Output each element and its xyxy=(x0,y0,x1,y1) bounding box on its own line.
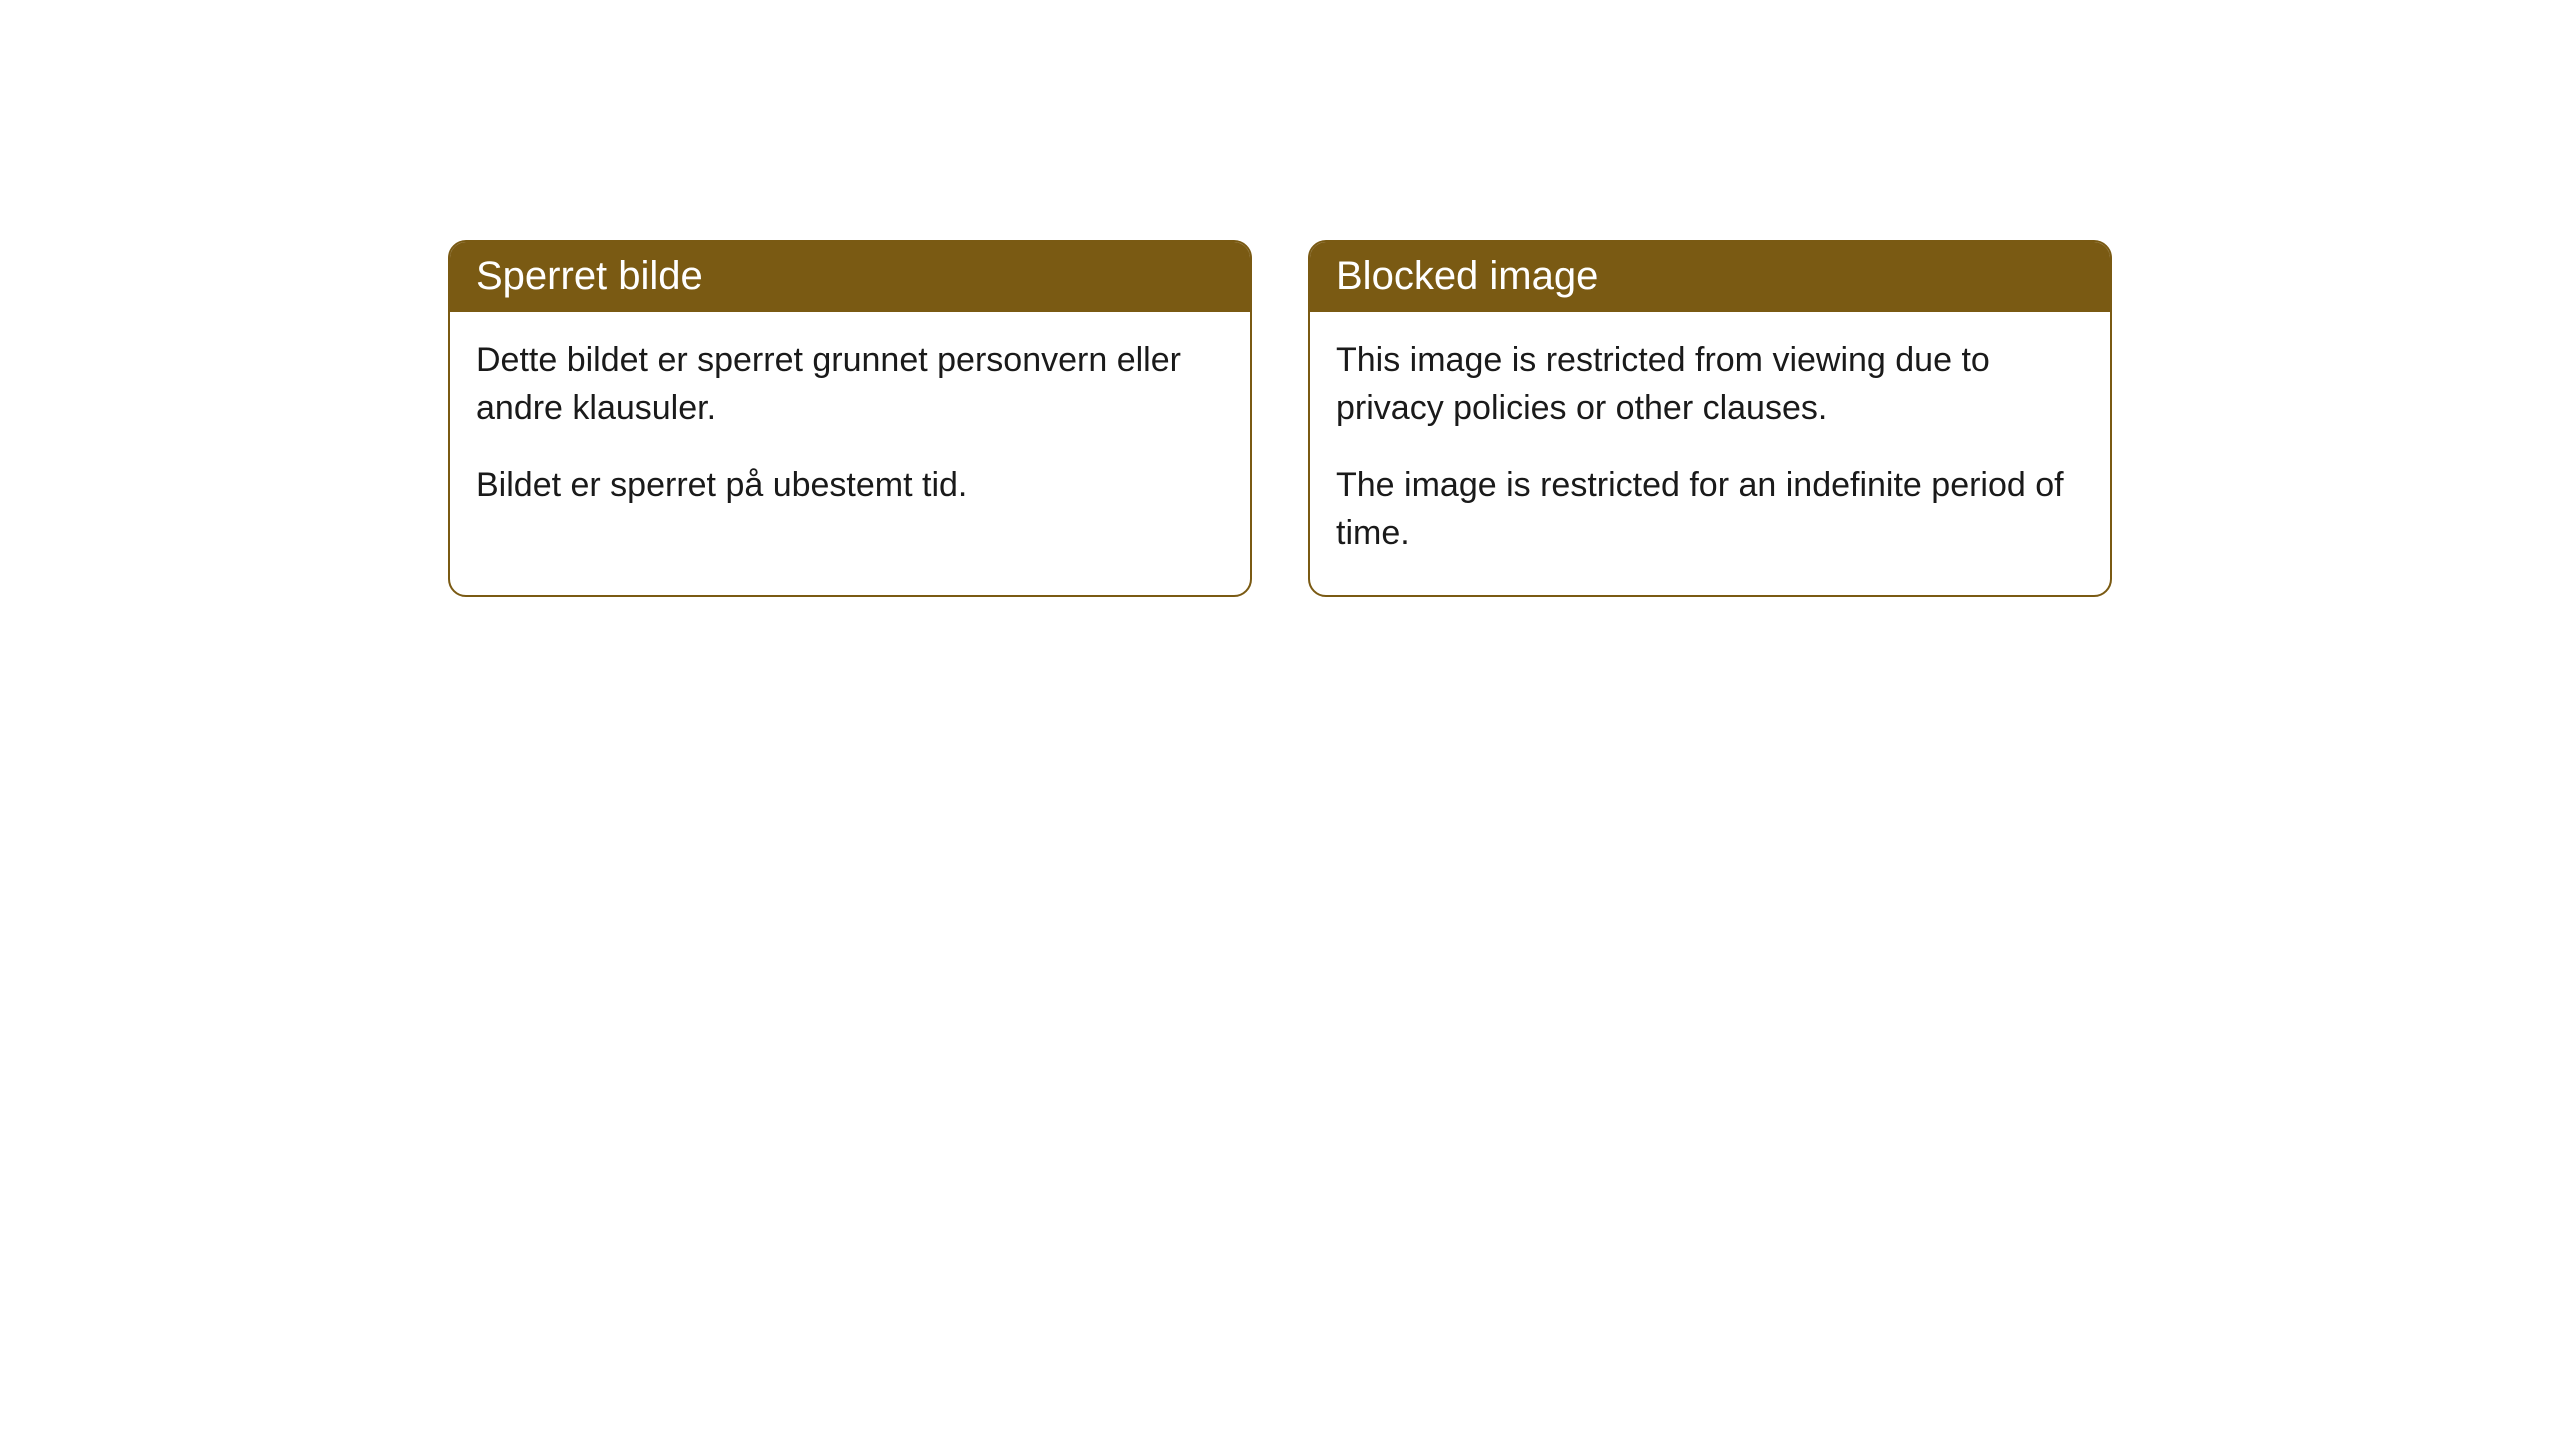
card-paragraph: The image is restricted for an indefinit… xyxy=(1336,461,2084,558)
card-paragraph: Bildet er sperret på ubestemt tid. xyxy=(476,461,1224,509)
card-title: Blocked image xyxy=(1336,254,1598,298)
card-header: Sperret bilde xyxy=(450,242,1250,312)
card-body: This image is restricted from viewing du… xyxy=(1310,312,2110,595)
card-title: Sperret bilde xyxy=(476,254,703,298)
card-paragraph: This image is restricted from viewing du… xyxy=(1336,336,2084,433)
card-paragraph: Dette bildet er sperret grunnet personve… xyxy=(476,336,1224,433)
blocked-image-card-norwegian: Sperret bilde Dette bildet er sperret gr… xyxy=(448,240,1252,597)
blocked-image-card-english: Blocked image This image is restricted f… xyxy=(1308,240,2112,597)
notice-cards-container: Sperret bilde Dette bildet er sperret gr… xyxy=(448,240,2112,597)
card-header: Blocked image xyxy=(1310,242,2110,312)
card-body: Dette bildet er sperret grunnet personve… xyxy=(450,312,1250,547)
